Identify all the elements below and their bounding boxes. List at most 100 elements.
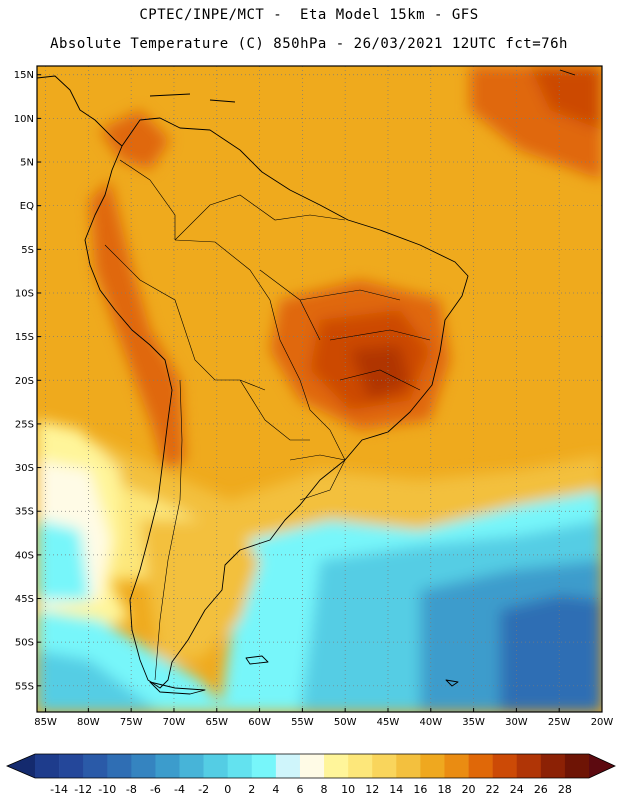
caribbean-islands [149,69,576,103]
colorbar [5,753,616,779]
colorbar-swatch [564,754,590,778]
coastlines [37,69,576,695]
colorbar-swatch [516,754,542,778]
colorbar-swatch [492,754,518,778]
plot-frame [36,65,603,713]
colorbar-label: 28 [558,783,572,796]
colorbar-swatch [155,754,180,778]
lat-label: 10N [14,114,34,125]
lat-label: 35S [15,507,34,518]
colorbar-label: -4 [174,783,185,796]
colorbar-label: 2 [248,783,255,796]
colorbar-label: 24 [510,783,524,796]
country-borders [104,159,431,681]
lon-label: 30W [505,717,528,728]
lon-label: 85W [34,717,57,728]
colorbar-swatch [107,754,132,778]
lat-label: 30S [15,463,34,474]
colorbar-swatch [299,754,325,778]
colorbar-label: 6 [296,783,303,796]
lon-label: 20W [591,717,614,728]
colorbar-right-arrow [589,754,615,778]
lat-label: 40S [15,550,34,561]
border-brazil-states [259,269,431,391]
lon-label: 35W [462,717,485,728]
colorbar-swatch [227,754,253,778]
colorbar-swatch [540,754,566,778]
field-north-warm [100,110,170,170]
lon-label: 70W [163,717,186,728]
colorbar-swatch [83,754,108,778]
field-brazil-core [350,345,410,400]
colorbar-labels: -14 -12 -10 -8 -6 -4 -2 0 2 4 6 8 10 12 14 16 18 20 22 24 26… [50,783,572,796]
lon-label: 45W [377,717,400,728]
lat-label: 5S [21,245,34,256]
colorbar-left-arrow [7,754,35,778]
axis-ticks [37,74,603,712]
colorbar-swatch [396,754,421,778]
lon-label: 60W [248,717,271,728]
latitude-labels: 15N 10N 5N EQ 5S 10S 15S 20S 25S 30S 35S 40S 45S 50S 5… [14,70,34,692]
lat-label: 15S [15,332,34,343]
colorbar-swatch [324,754,349,778]
border-paraguay [239,379,310,441]
field-atlantic-hot [530,66,602,130]
lat-label: 10S [15,288,34,299]
border-brazil-north [174,194,346,241]
colorbar-swatch [251,754,277,778]
colorbar-swatch [468,754,493,778]
colorbar-swatch [420,754,445,778]
colorbar-outline [5,753,616,779]
colorbar-swatch [444,754,469,778]
field-andes [90,180,185,470]
colorbar-label: -8 [126,783,137,796]
colorbar-label: 22 [486,783,500,796]
lat-label: 20S [15,376,34,387]
colorbar-swatch [59,754,84,778]
lat-label: 55S [15,681,34,692]
lon-label: 40W [419,717,442,728]
colorbar-swatch [275,754,301,778]
colorbar-label: 18 [437,783,451,796]
tierra-del-fuego [149,681,206,695]
colorbar-label: -2 [198,783,209,796]
colorbar-label: 4 [272,783,279,796]
colorbar-label: 26 [534,783,548,796]
colorbar-label: -6 [150,783,161,796]
colorbar-label: 8 [321,783,328,796]
temperature-field [37,66,602,712]
south-america-coast [84,117,469,689]
title-line-1: CPTEC/INPE/MCT - Eta Model 15km - GFS [139,7,479,23]
border-colombia [119,159,176,240]
colorbar-swatch [348,754,373,778]
lat-label: 45S [15,594,34,605]
field-pacific-5 [37,650,160,712]
colorbar-label: -14 [50,783,68,796]
lat-label: 15N [14,70,34,81]
colorbar-label: -10 [98,783,116,796]
colorbar-label: 16 [413,783,427,796]
falklands [245,655,269,665]
title-line-2: Absolute Temperature (C) 850hPa - 26/03/… [50,36,568,52]
lat-label: EQ [20,201,34,212]
longitude-labels: 85W 80W 75W 70W 65W 60W 55W 50W 45W 40W 35W 30W 25W 2… [34,717,613,728]
colorbar-label: 0 [224,783,231,796]
lon-label: 80W [77,717,100,728]
colorbar-label: 12 [365,783,379,796]
south-georgia [445,679,459,687]
colorbar-swatch [131,754,156,778]
border-uruguay [289,454,346,501]
colorbar-swatch [372,754,397,778]
colorbar-label: -12 [74,783,92,796]
colorbar-label: 20 [462,783,476,796]
colorbar-swatch [179,754,204,778]
central-america-coast [37,75,123,147]
field-cold-4 [500,595,602,712]
lat-label: 25S [15,419,34,430]
lon-label: 50W [334,717,357,728]
field-pacific-3 [37,520,90,600]
colorbar-label: 10 [341,783,355,796]
colorbar-label: 14 [389,783,403,796]
lat-label: 50S [15,638,34,649]
